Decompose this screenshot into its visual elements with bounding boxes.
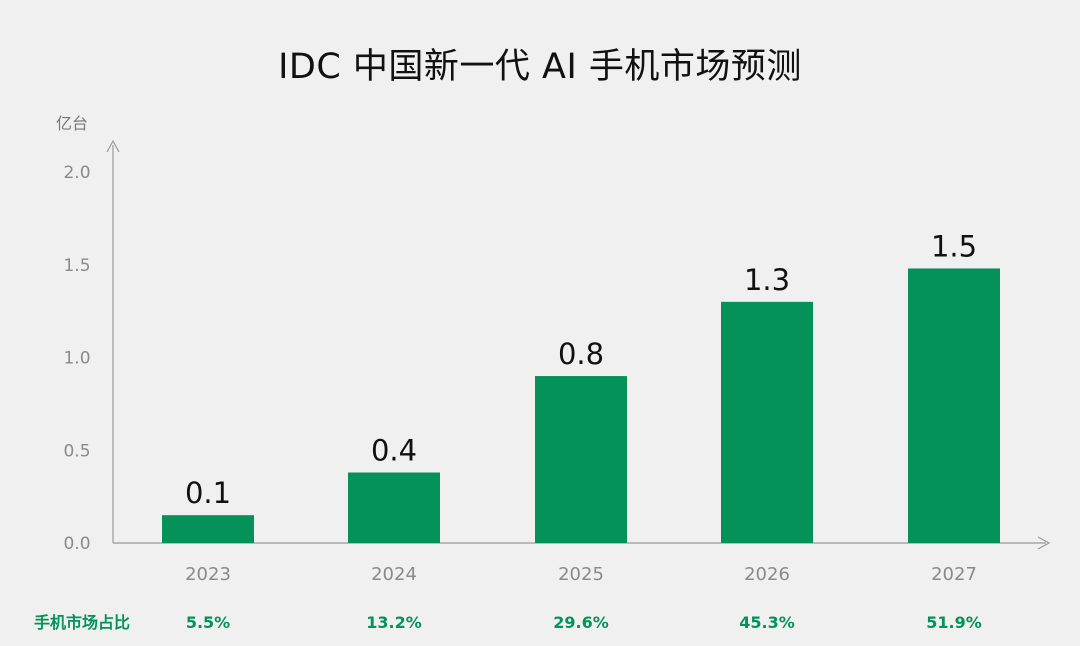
chart-title: IDC 中国新一代 AI 手机市场预测 — [278, 47, 802, 87]
y-tick-labels: 0.0 0.5 1.0 1.5 2.0 — [63, 163, 90, 554]
y-axis-unit-label: 亿台 — [56, 114, 88, 133]
data-label-2026: 1.3 — [744, 263, 790, 297]
x-tick-label-2023: 2023 — [185, 564, 231, 585]
market-share-row-label: 手机市场占比 — [34, 613, 130, 632]
y-tick-label: 0.0 — [63, 534, 90, 554]
data-label-2025: 0.8 — [558, 337, 604, 371]
data-labels: 0.1 0.4 0.8 1.3 1.5 — [185, 229, 977, 510]
market-share-2025: 29.6% — [553, 613, 609, 632]
x-tick-label-2024: 2024 — [371, 564, 417, 585]
y-tick-label: 1.5 — [63, 256, 90, 276]
x-tick-label-2025: 2025 — [558, 564, 604, 585]
x-tick-label-2026: 2026 — [744, 564, 790, 585]
market-share-values: 5.5% 13.2% 29.6% 45.3% 51.9% — [186, 613, 982, 632]
y-tick-label: 2.0 — [63, 163, 90, 183]
bars — [162, 268, 1000, 543]
x-tick-label-2027: 2027 — [931, 564, 977, 585]
data-label-2024: 0.4 — [371, 434, 417, 468]
x-axis-arrow — [1037, 536, 1051, 550]
bar-2026 — [721, 301, 813, 543]
x-tick-labels: 2023 2024 2025 2026 2027 — [185, 564, 977, 585]
market-share-2026: 45.3% — [739, 613, 795, 632]
market-share-2023: 5.5% — [186, 613, 230, 632]
bar-2023 — [162, 515, 254, 543]
y-axis-arrow — [106, 139, 120, 153]
market-share-2024: 13.2% — [366, 613, 422, 632]
bar-2025 — [535, 376, 627, 543]
data-label-2023: 0.1 — [185, 476, 231, 510]
data-label-2027: 1.5 — [931, 229, 977, 263]
y-tick-label: 1.0 — [63, 349, 90, 369]
market-share-2027: 51.9% — [926, 613, 982, 632]
bar-2027 — [908, 268, 1000, 543]
bar-2024 — [348, 472, 440, 543]
y-tick-label: 0.5 — [63, 441, 90, 461]
